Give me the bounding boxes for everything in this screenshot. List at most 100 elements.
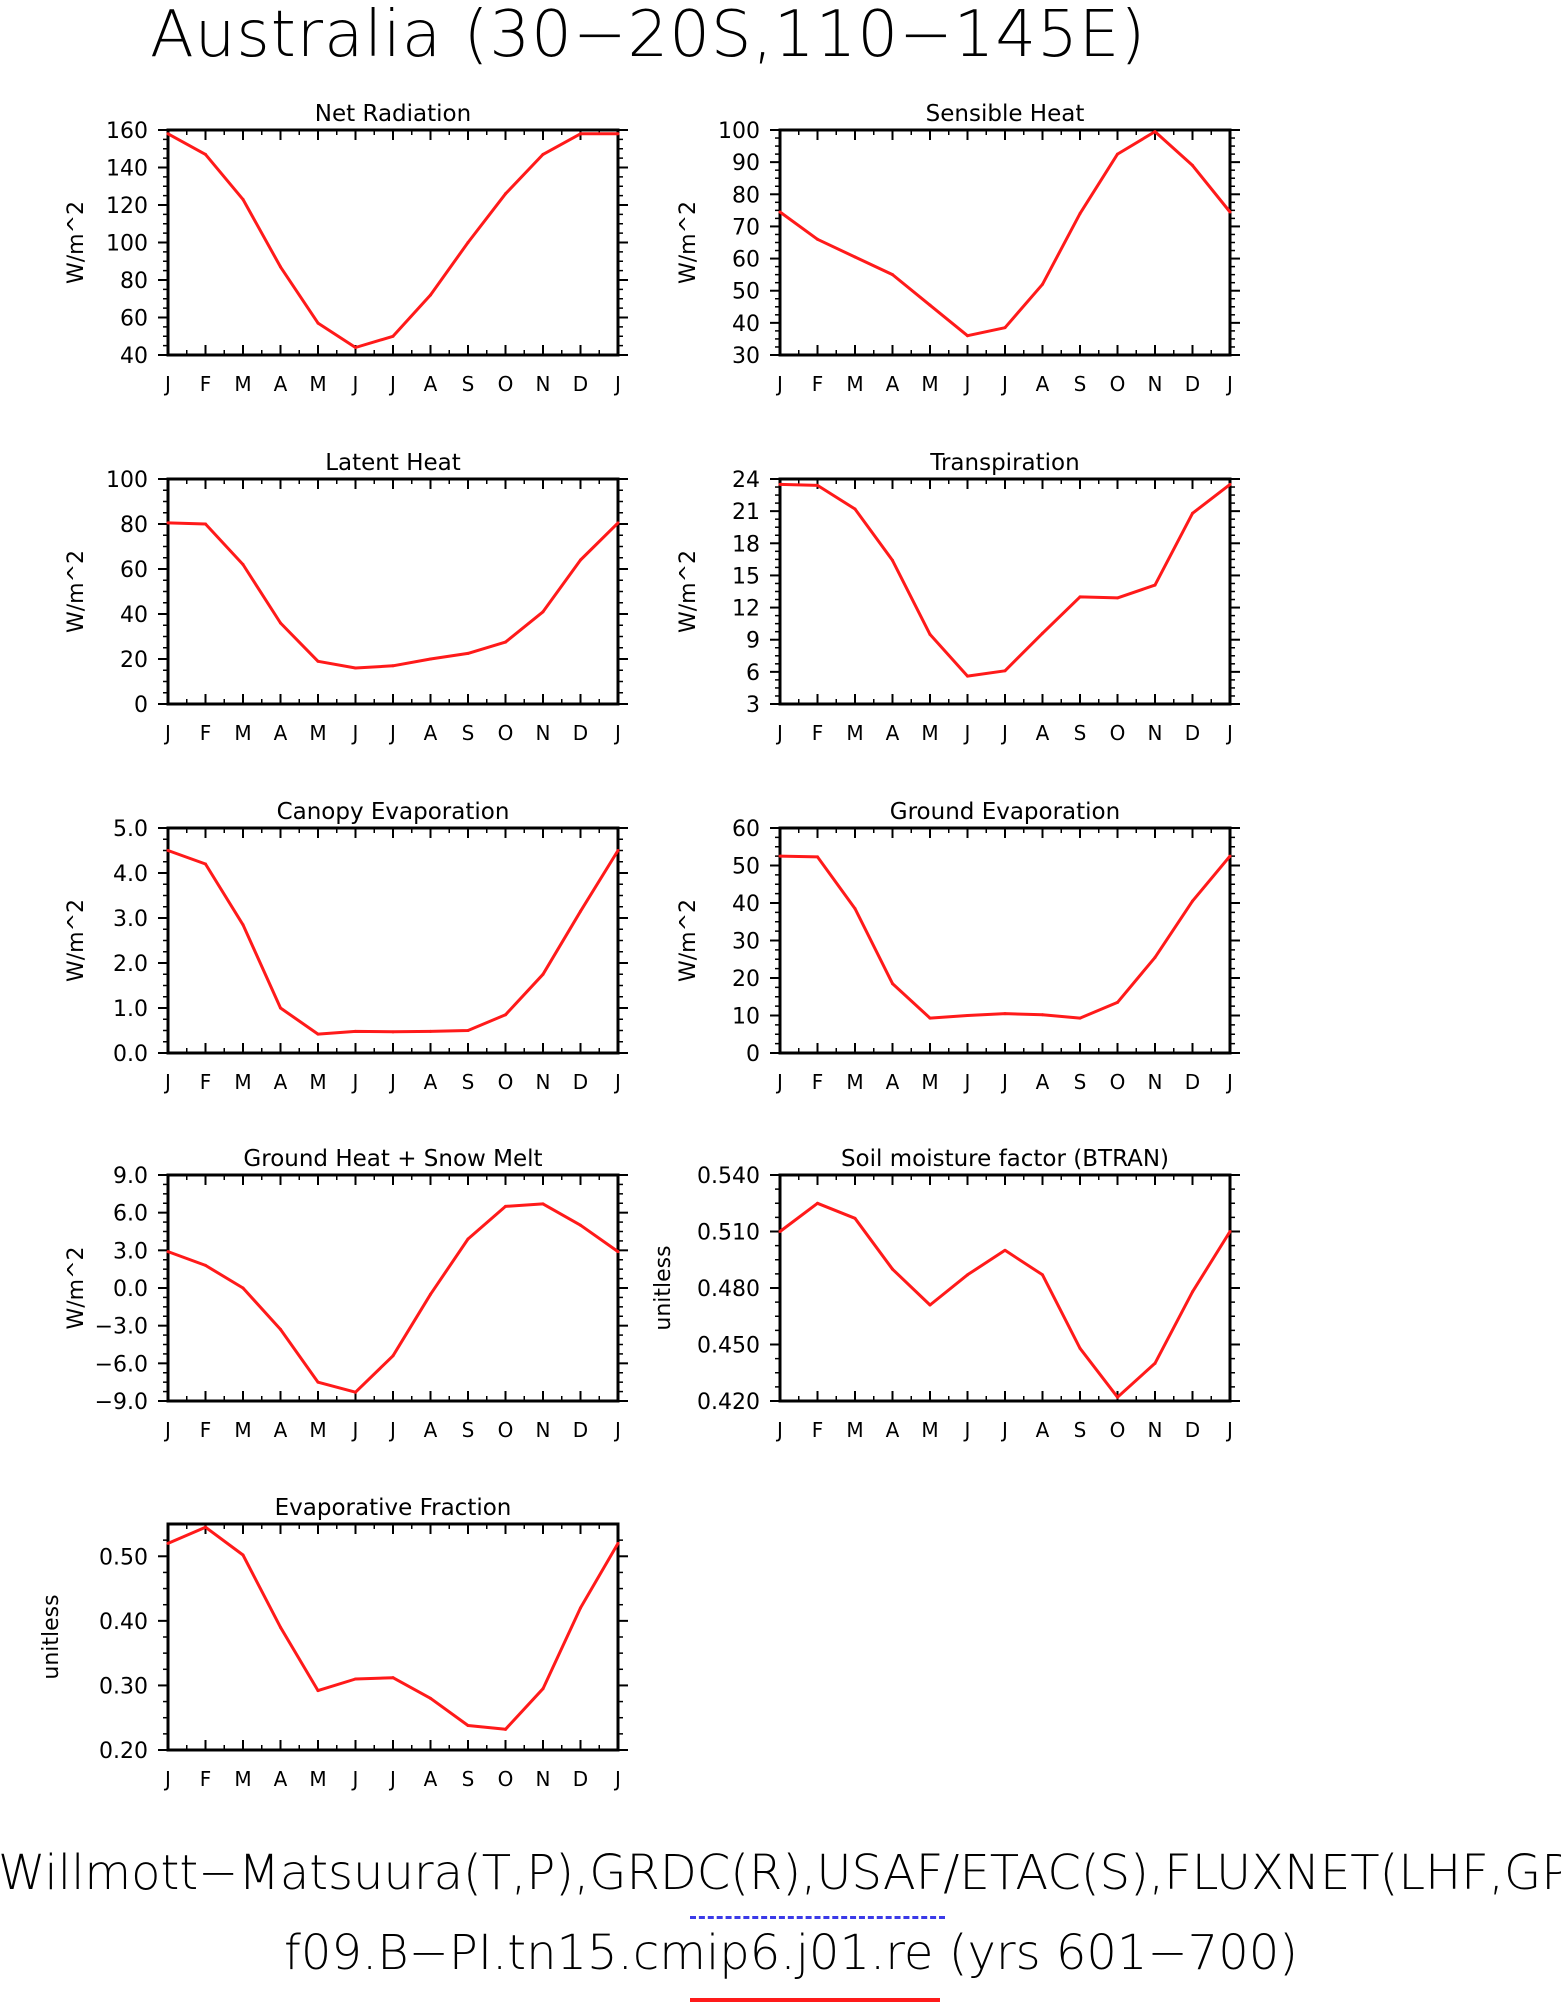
data-point — [1003, 669, 1007, 673]
x-tick-label: M — [921, 721, 938, 745]
data-point — [354, 346, 357, 349]
x-tick-label: M — [234, 372, 251, 396]
x-tick-label: A — [274, 1418, 288, 1442]
x-tick-label: D — [1185, 721, 1200, 745]
data-point — [928, 632, 932, 636]
x-tick-label: J — [388, 1767, 396, 1791]
panel-title: Sensible Heat — [926, 101, 1085, 127]
y-tick-label: 24 — [732, 468, 760, 493]
x-tick-label: M — [234, 1767, 251, 1791]
data-point — [853, 255, 857, 259]
x-tick-label: M — [234, 1418, 251, 1442]
data-line — [779, 130, 1232, 338]
x-tick-label: M — [846, 1418, 863, 1442]
data-point — [429, 1029, 432, 1033]
data-point — [1228, 210, 1232, 214]
y-tick-label: 40 — [732, 312, 760, 337]
y-tick-label: 120 — [106, 194, 148, 219]
x-tick-label: A — [1036, 1418, 1050, 1442]
data-point — [816, 1201, 819, 1205]
y-tick-label: 60 — [120, 558, 148, 583]
data-point — [166, 521, 170, 525]
panel-title: Soil moisture factor (BTRAN) — [841, 1146, 1169, 1172]
x-tick-label: A — [886, 1070, 900, 1094]
y-tick-label: 0.0 — [113, 1277, 148, 1302]
data-point — [279, 265, 282, 269]
data-point — [1041, 1013, 1044, 1017]
data-point — [466, 1029, 470, 1032]
data-point — [391, 1354, 395, 1358]
x-tick-label: J — [1000, 721, 1008, 745]
data-point — [504, 192, 507, 196]
x-tick-label: A — [424, 372, 438, 396]
x-tick-label: D — [573, 1418, 588, 1442]
y-tick-label: 6.0 — [113, 1202, 148, 1227]
data-point — [316, 1380, 320, 1384]
x-tick-label: J — [775, 1418, 783, 1442]
chart-panel-9: J F M A M J J A S O N D J0.200.300.400.50Evaporative… — [39, 1495, 628, 1791]
y-tick-label: 3.0 — [113, 1239, 148, 1264]
y-tick-label: 90 — [732, 151, 760, 176]
data-point — [391, 1676, 395, 1680]
data-point — [579, 1606, 582, 1610]
data-point — [1003, 326, 1007, 330]
y-tick-label: 18 — [732, 532, 760, 557]
data-point — [616, 132, 620, 136]
data-point — [891, 1267, 894, 1271]
x-tick-label: F — [200, 721, 212, 745]
x-tick-label: M — [234, 1070, 251, 1094]
data-point — [966, 334, 969, 338]
data-point — [204, 1525, 207, 1529]
data-point — [241, 563, 245, 566]
x-tick-label: A — [886, 1418, 900, 1442]
data-point — [1191, 163, 1194, 167]
x-tick-label: D — [573, 1767, 588, 1791]
data-point — [616, 1541, 620, 1545]
data-point — [891, 558, 894, 562]
x-tick-label: N — [536, 1070, 551, 1094]
x-tick-label: O — [498, 1070, 514, 1094]
x-tick-label: S — [462, 1767, 475, 1791]
x-tick-label: J — [1225, 1418, 1233, 1442]
data-point — [279, 621, 282, 625]
data-point — [616, 849, 620, 852]
data-point — [1003, 1248, 1007, 1252]
x-tick-label: M — [309, 1767, 326, 1791]
data-point — [429, 1696, 432, 1700]
data-point — [1228, 1230, 1232, 1233]
data-point — [1078, 212, 1082, 216]
data-point — [966, 1014, 969, 1017]
x-tick-label: J — [163, 372, 171, 396]
x-tick-label: A — [274, 1767, 288, 1791]
data-point — [1228, 482, 1232, 486]
x-tick-label: N — [1148, 372, 1163, 396]
data-point — [928, 303, 932, 307]
x-tick-label: J — [775, 372, 783, 396]
y-axis-label: W/m^2 — [676, 201, 701, 284]
data-point — [1003, 1012, 1007, 1016]
panel-title: Latent Heat — [325, 450, 461, 476]
y-tick-label: 3 — [746, 693, 760, 718]
x-tick-label: A — [424, 721, 438, 745]
data-point — [1116, 596, 1119, 600]
panel-title: Canopy Evaporation — [277, 799, 510, 825]
data-point — [1041, 282, 1044, 286]
chart-panel-7: J F M A M J J A S O N D J−9.0−6.0−3.00.03.06.09.0Gro… — [64, 1146, 628, 1442]
footer-case-name: f09.B−PI.tn15.cmip6.j01.re (yrs 601−700) — [284, 1925, 1299, 1981]
x-tick-label: D — [573, 721, 588, 745]
y-tick-label: 0.20 — [99, 1739, 148, 1764]
x-tick-label: M — [921, 1070, 938, 1094]
y-tick-label: 100 — [718, 119, 760, 144]
data-point — [466, 651, 470, 655]
data-point — [816, 483, 819, 487]
x-tick-label: J — [351, 721, 359, 745]
x-tick-label: J — [1000, 1418, 1008, 1442]
data-point — [853, 1216, 857, 1220]
y-tick-label: 60 — [732, 248, 760, 273]
x-tick-label: D — [573, 372, 588, 396]
data-point — [279, 1006, 282, 1010]
data-point — [778, 1230, 782, 1233]
y-tick-label: −6.0 — [95, 1352, 148, 1377]
